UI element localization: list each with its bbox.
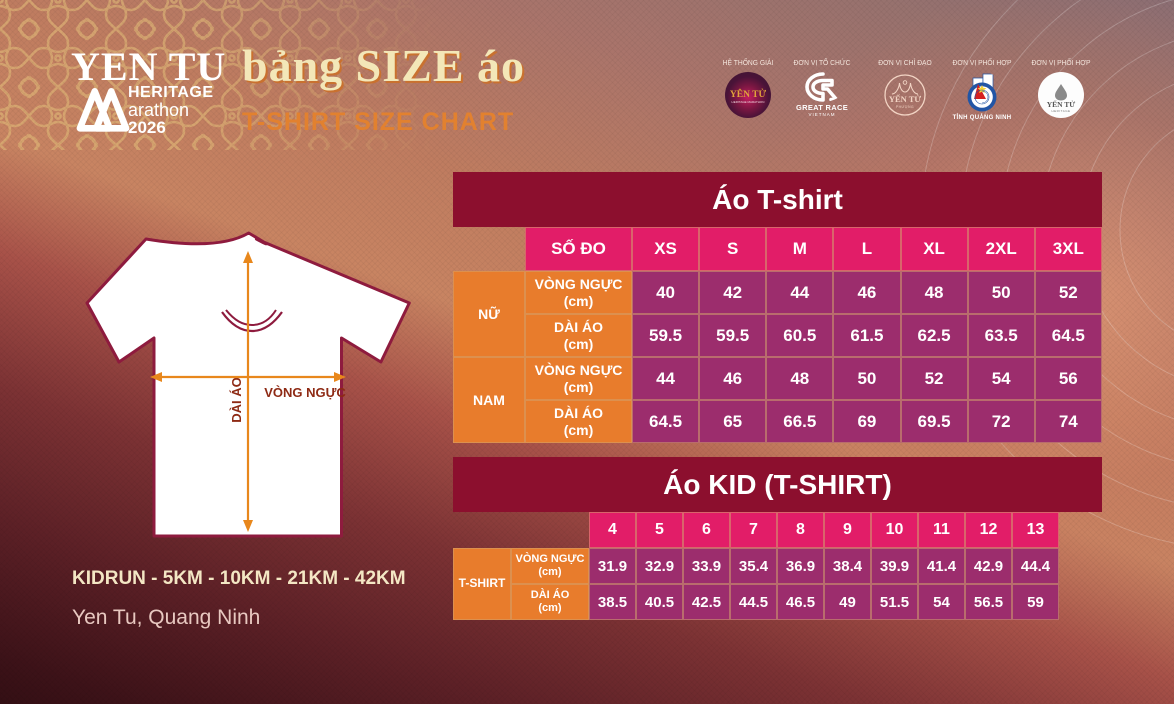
svg-text:YÊN TỬ: YÊN TỬ	[730, 88, 767, 100]
svg-text:HERITAGE MARATHON: HERITAGE MARATHON	[732, 100, 765, 104]
svg-text:YẾN TỬ: YẾN TỬ	[1047, 99, 1076, 109]
svg-text:DÀI ÁO: DÀI ÁO	[229, 377, 244, 423]
svg-text:VÒNG NGỰC: VÒNG NGỰC	[264, 385, 346, 400]
svg-text:HERITAGE: HERITAGE	[1051, 109, 1070, 113]
svg-text:PHƯỢNG: PHƯỢNG	[896, 105, 914, 109]
svg-text:YẾN TỬ: YẾN TỬ	[889, 94, 922, 104]
